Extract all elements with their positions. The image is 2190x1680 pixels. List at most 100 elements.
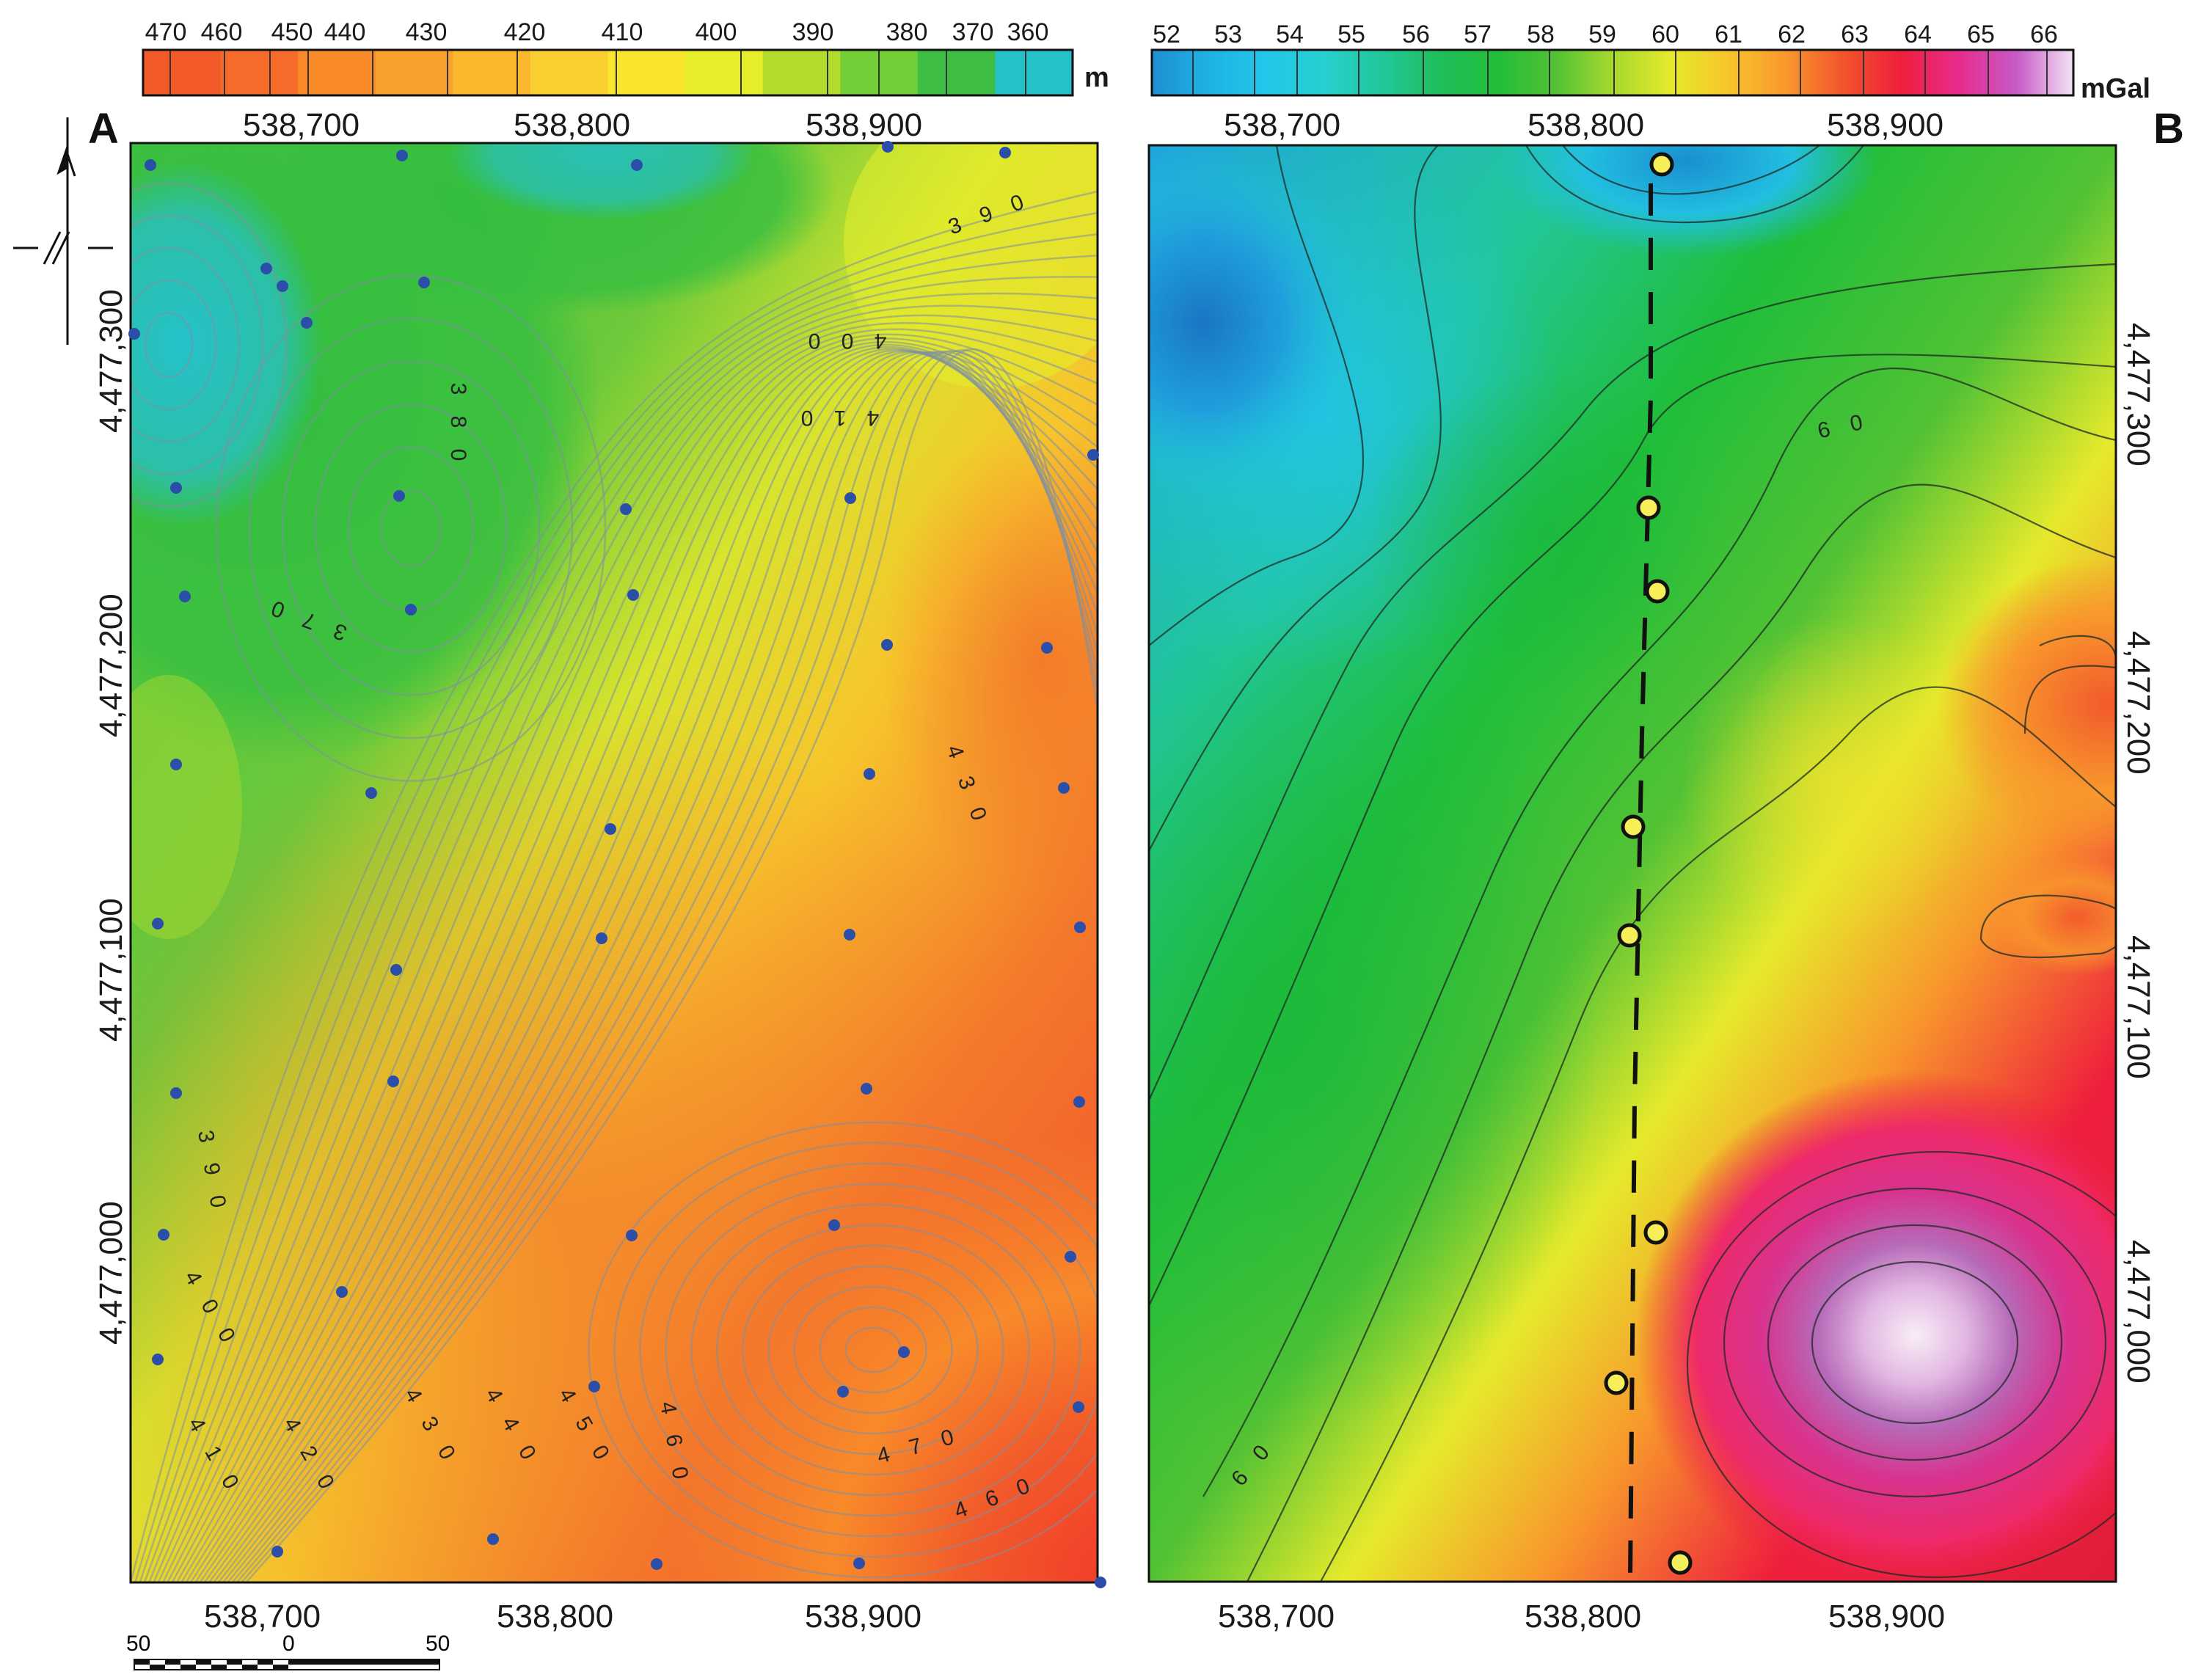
y-label: 4,477,300: [2120, 323, 2156, 467]
panel-b-letter: B: [2153, 105, 2184, 153]
contour-line: [613, 1142, 1098, 1558]
contour-line: [2023, 635, 2116, 734]
panel-a-survey-points: [128, 141, 1106, 1588]
colorbar-a-label: 370: [952, 18, 994, 46]
contour-line: [139, 233, 1098, 1582]
colorbar-a: 470 460 450 440 430 420 410 400 390 380 370 360: [142, 18, 1074, 97]
contour-line: [1811, 1260, 2019, 1425]
colorbar-a-swatch: [685, 50, 764, 95]
contour-line: [1202, 367, 2116, 1497]
x-label: 538,900: [1828, 1599, 1945, 1635]
colorbar-a-swatch: [143, 50, 222, 95]
contour-line: [236, 350, 1098, 1582]
contour-line: [227, 351, 1098, 1582]
contour-line: [131, 246, 241, 443]
contour-line: [241, 349, 1098, 1582]
contour-line: [1149, 145, 1442, 852]
panel-a-y-labels: 4,477,300 4,477,200 4,477,100 4,477,000: [93, 289, 129, 1345]
contour-line: [144, 311, 194, 379]
survey-point: [844, 492, 856, 504]
colorbar-b-label: 64: [1904, 21, 1932, 48]
colorbar-b-label: 58: [1527, 21, 1555, 48]
contour-line: [153, 292, 1098, 1582]
scale-label: 50: [126, 1632, 150, 1656]
survey-point: [620, 503, 632, 515]
colorbar-b-label: 60: [1651, 21, 1679, 48]
survey-point: [1073, 1096, 1085, 1108]
contour-line: [767, 1265, 979, 1435]
survey-point: [596, 932, 607, 944]
survey-point: [152, 918, 164, 930]
x-label: 538,800: [514, 107, 630, 143]
colorbar-a-label: 470: [145, 18, 187, 46]
colorbar-b-label: 55: [1337, 21, 1365, 48]
contour-line: [1562, 145, 1820, 195]
panel-b-station-markers: [1604, 152, 1693, 1575]
survey-point: [631, 159, 643, 171]
survey-point: [393, 490, 405, 502]
contour-line: [131, 182, 288, 508]
colorbar-b-label: 57: [1464, 21, 1492, 48]
contour-line: [189, 343, 1098, 1582]
station-marker: [1604, 1370, 1629, 1395]
contour-line: [157, 304, 1098, 1582]
survey-point: [277, 280, 288, 292]
colorbar-a-swatch: [453, 50, 531, 95]
colorbar-b-label: 59: [1588, 21, 1616, 48]
survey-point: [301, 317, 313, 329]
contour-line: [742, 1244, 1004, 1456]
panel-b-y-labels: 4,477,300 4,477,200 4,477,100 4,477,000: [2120, 323, 2156, 1384]
y-label: 4,477,000: [2120, 1240, 2156, 1384]
colorbar-a-swatch: [762, 50, 842, 95]
survey-point: [418, 277, 430, 288]
contour-line: [819, 1306, 927, 1394]
panel-a-frame: [129, 142, 1099, 1584]
survey-point: [861, 1083, 872, 1095]
contour-label: 3 8 0: [446, 383, 470, 469]
survey-point: [128, 328, 140, 340]
colorbar-a-label: 450: [271, 18, 313, 46]
station-marker: [1621, 814, 1646, 839]
survey-point: [365, 787, 377, 799]
survey-point: [179, 591, 191, 602]
y-label: 4,477,200: [93, 594, 129, 737]
north-arrow-icon: [13, 117, 113, 345]
colorbar-a-swatch: [220, 50, 299, 95]
survey-point: [881, 639, 893, 651]
survey-point: [864, 768, 875, 780]
y-label: 4,477,300: [93, 289, 129, 433]
contour-line: [131, 214, 264, 475]
contour-line: [217, 351, 1098, 1582]
y-label: 4,477,200: [2120, 631, 2156, 775]
survey-point: [1041, 642, 1053, 654]
scale-label: 50: [426, 1632, 450, 1656]
survey-point: [626, 1230, 638, 1241]
colorbar-a-label: 440: [324, 18, 366, 46]
profile-line: [1628, 183, 1653, 1578]
scale-label: 0: [282, 1632, 295, 1656]
colorbar-a-swatch: [995, 50, 1073, 95]
contour-line: [1767, 1224, 2063, 1461]
contour-label: 4 1 0: [794, 406, 880, 430]
station-marker: [1643, 1220, 1668, 1245]
survey-point: [837, 1386, 849, 1398]
survey-point: [1074, 921, 1086, 933]
contour-line: [690, 1203, 1056, 1497]
survey-point: [1065, 1251, 1076, 1263]
colorbar-a-swatch: [917, 50, 996, 95]
survey-point: [844, 929, 855, 941]
colorbar-a-swatch: [375, 50, 454, 95]
contour-line: [1149, 145, 1365, 646]
survey-point: [390, 964, 402, 976]
contour-line: [134, 211, 1098, 1582]
station-marker: [1668, 1550, 1693, 1575]
colorbar-a-unit: m: [1084, 62, 1109, 93]
colorbar-a-label: 360: [1007, 18, 1049, 46]
colorbar-b-label: 61: [1715, 21, 1742, 48]
contour-line: [167, 322, 1098, 1582]
survey-point: [405, 604, 417, 616]
survey-point: [651, 1558, 663, 1570]
contour-line: [245, 348, 1098, 1582]
survey-point: [828, 1219, 840, 1231]
x-label: 538,900: [805, 1599, 921, 1635]
